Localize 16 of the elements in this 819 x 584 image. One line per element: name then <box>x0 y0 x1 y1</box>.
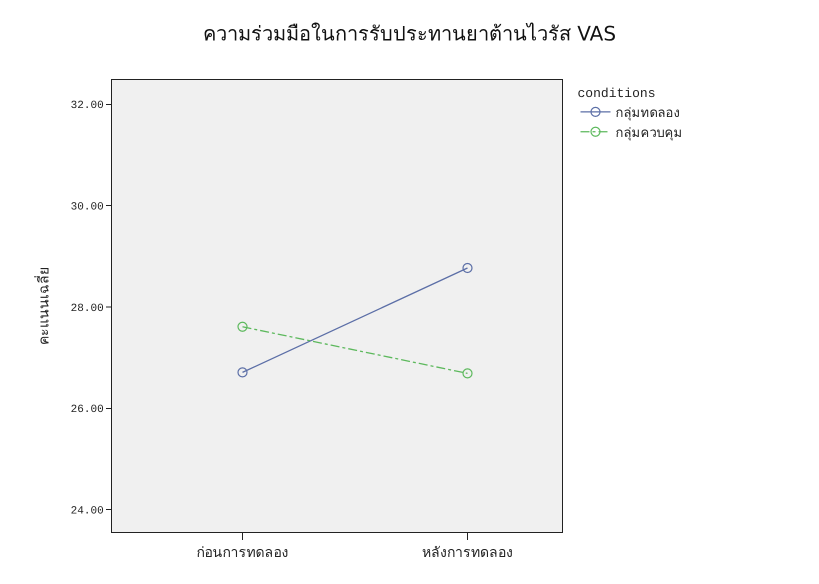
legend-title: conditions <box>578 86 656 101</box>
x-tick-label: ก่อนการทดลอง <box>196 544 288 561</box>
y-tick-label: 30.00 <box>70 202 104 214</box>
y-tick-label: 28.00 <box>70 302 104 315</box>
x-tick-label: หลังการทดลอง <box>422 544 513 561</box>
point <box>237 322 248 332</box>
point <box>462 368 473 378</box>
y-axis-title: คะแนนเฉลี่ย <box>34 267 52 345</box>
chart-title: ความร่วมมือในการรับประทานยาต้านไวรัส VAS <box>202 21 616 46</box>
y-tick-label: 26.00 <box>70 404 104 416</box>
legend-label: กลุ่มควบคุม <box>616 126 682 141</box>
legend-label: กลุ่มทดลอง <box>616 106 680 121</box>
point <box>237 367 248 378</box>
point <box>462 262 473 274</box>
y-tick-label: 32.00 <box>70 100 104 112</box>
y-tick-label: 24.00 <box>70 506 104 518</box>
